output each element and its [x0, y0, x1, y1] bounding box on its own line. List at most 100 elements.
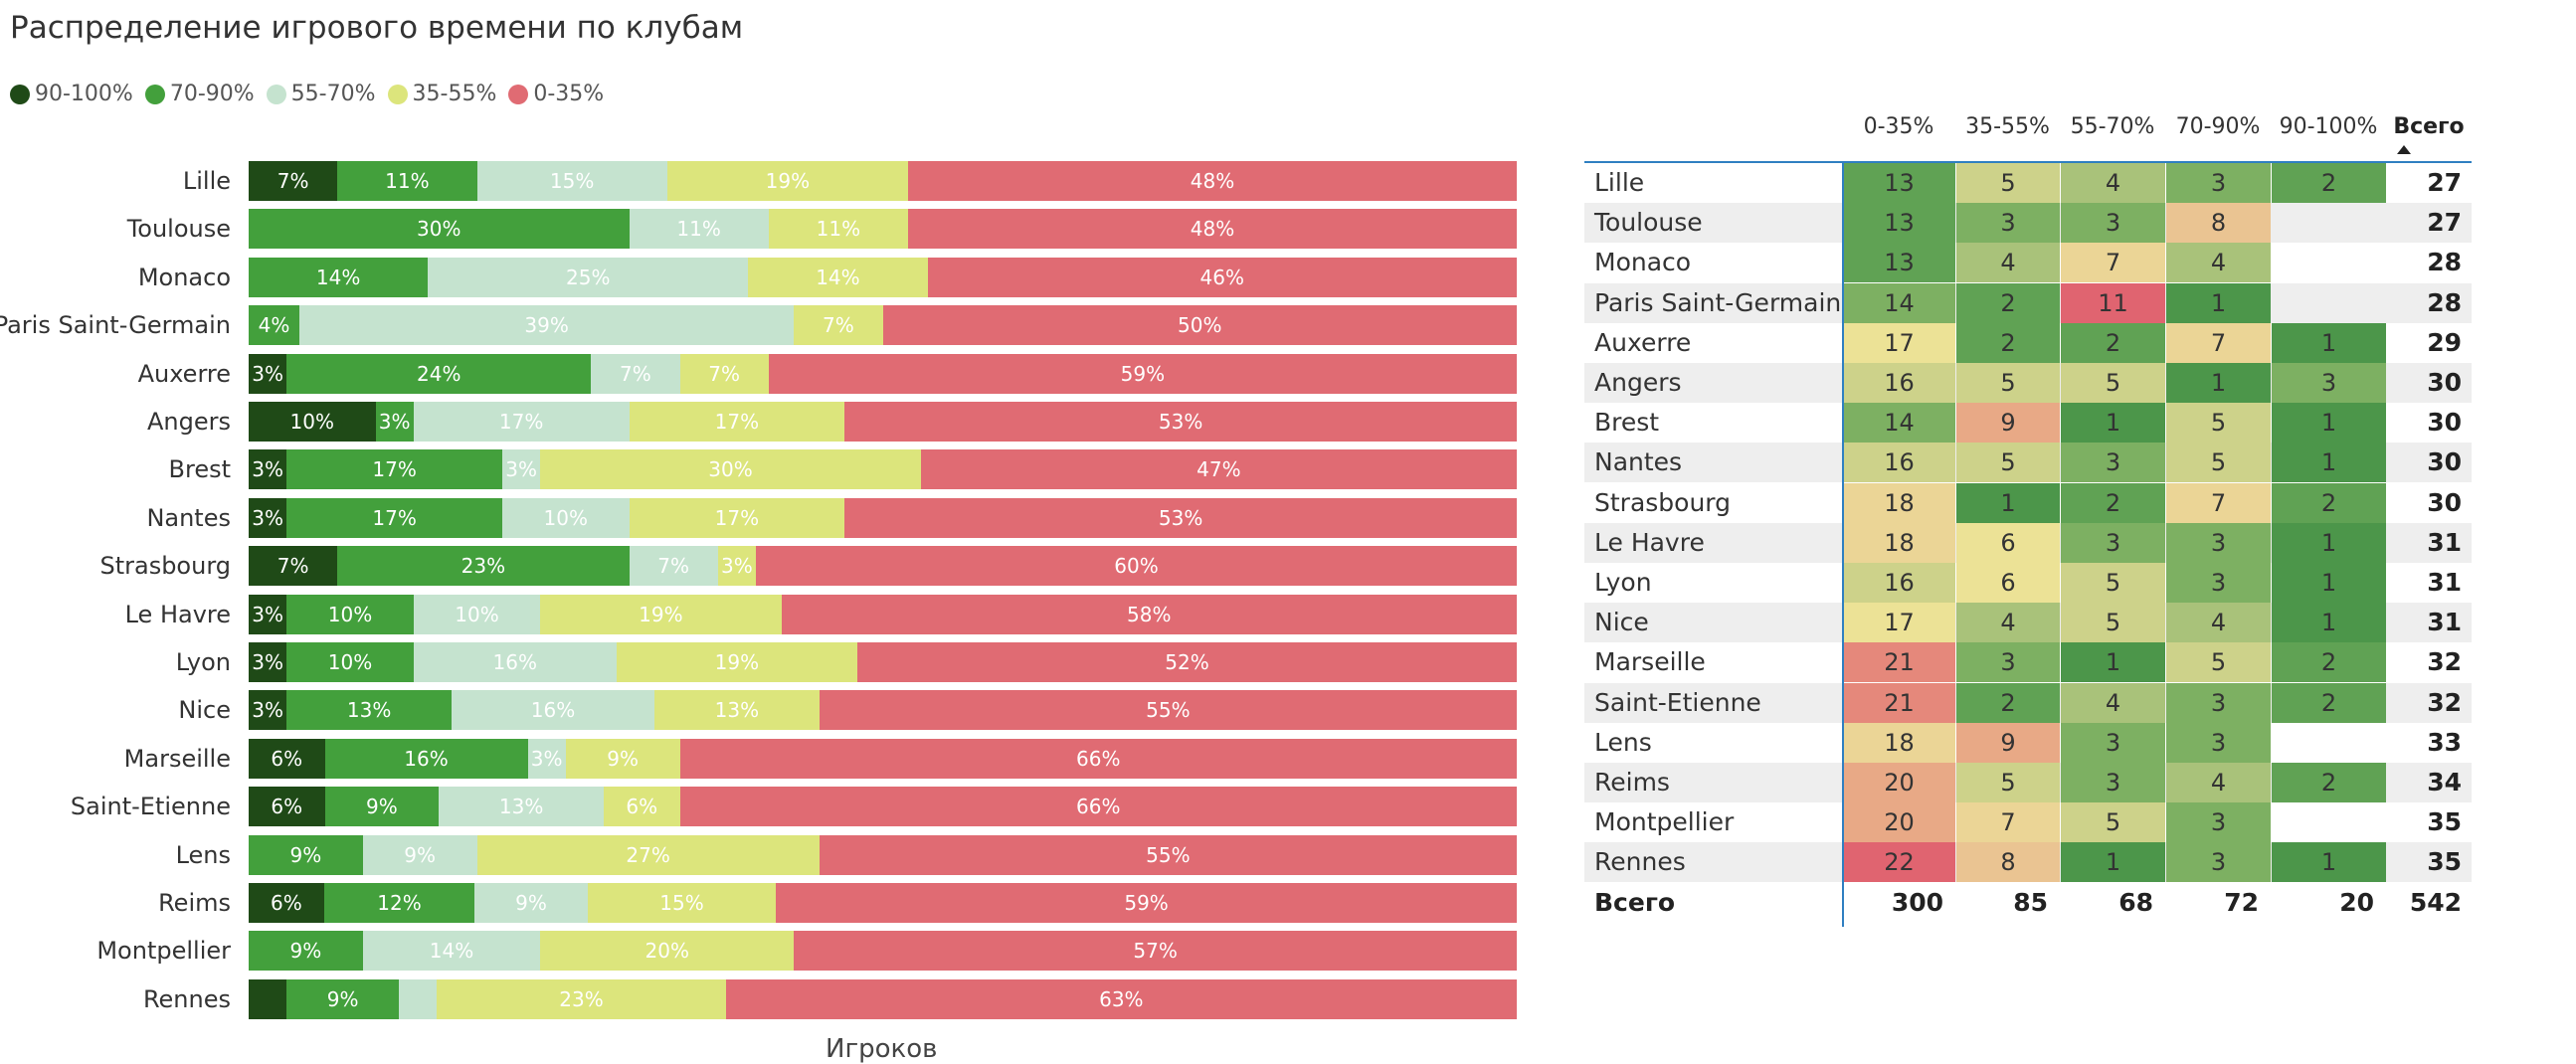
heatmap-cell[interactable]: 13: [1843, 203, 1955, 244]
bar-segment[interactable]: 13%: [286, 690, 452, 731]
bar-segment[interactable]: 14%: [362, 931, 541, 972]
heatmap-cell[interactable]: [2272, 243, 2386, 282]
bar-segment[interactable]: 17%: [629, 497, 845, 538]
legend-item[interactable]: 90-100%: [10, 82, 133, 106]
table-row[interactable]: Marseille 21 3 1 5 2 32: [1584, 642, 2472, 683]
bar-segment[interactable]: 7%: [249, 546, 338, 587]
heatmap-cell[interactable]: 16: [1843, 563, 1955, 603]
bar-segment[interactable]: 13%: [439, 787, 604, 827]
heatmap-cell[interactable]: 22: [1843, 842, 1955, 883]
bar-segment[interactable]: 9%: [324, 787, 440, 827]
column-header[interactable]: 70-90%: [2175, 114, 2261, 139]
heatmap-cell[interactable]: 6: [1956, 563, 2060, 603]
heatmap-cell[interactable]: 18: [1843, 722, 1955, 763]
table-row[interactable]: Saint-Etienne 21 2 4 3 2 32: [1584, 682, 2472, 723]
bar-segment[interactable]: 3%: [375, 402, 414, 442]
bar-segment[interactable]: 63%: [725, 978, 1517, 1019]
heatmap-cell[interactable]: 7: [2061, 243, 2165, 283]
bar-segment[interactable]: 13%: [654, 690, 820, 731]
table-row[interactable]: Nantes 16 5 3 5 1 30: [1584, 443, 2472, 483]
bar-segment[interactable]: 20%: [540, 931, 795, 972]
heatmap-cell[interactable]: 14: [1843, 282, 1955, 323]
bar-segment[interactable]: 11%: [337, 161, 477, 201]
heatmap-cell[interactable]: 3: [2061, 203, 2165, 244]
heatmap-cell[interactable]: 5: [2166, 403, 2271, 443]
bar-segment[interactable]: 30%: [249, 209, 630, 250]
bar-segment[interactable]: 3%: [249, 449, 287, 490]
bar-segment[interactable]: 27%: [476, 834, 820, 875]
legend-item[interactable]: 35-55%: [387, 82, 496, 106]
bar-segment[interactable]: 10%: [413, 594, 541, 634]
heatmap-cell[interactable]: 5: [2061, 563, 2165, 603]
bar-segment[interactable]: 16%: [324, 738, 528, 779]
heatmap-cell[interactable]: 3: [1956, 642, 2060, 683]
heatmap-cell[interactable]: 8: [2166, 203, 2271, 244]
heatmap-cell[interactable]: 3: [2166, 682, 2271, 723]
heatmap-cell[interactable]: 5: [1956, 363, 2060, 403]
bar-segment[interactable]: 10%: [286, 642, 414, 682]
heatmap-cell[interactable]: 5: [2061, 603, 2165, 643]
bar-segment[interactable]: 48%: [908, 209, 1517, 250]
bar-segment[interactable]: 17%: [413, 402, 630, 442]
heatmap-cell[interactable]: 3: [2166, 722, 2271, 763]
heatmap-cell[interactable]: 13: [1843, 243, 1955, 283]
table-row[interactable]: Lens 18 9 3 3 33: [1584, 722, 2472, 763]
bar-segment[interactable]: 58%: [781, 594, 1517, 634]
bar-segment[interactable]: 7%: [591, 353, 680, 394]
bar-segment[interactable]: 24%: [286, 353, 592, 394]
bar-segment[interactable]: 15%: [476, 161, 667, 201]
heatmap-cell[interactable]: 2: [2272, 682, 2386, 723]
bar-segment[interactable]: [399, 978, 438, 1019]
bar-segment[interactable]: 14%: [748, 257, 928, 297]
bar-segment[interactable]: 11%: [629, 209, 769, 250]
heatmap-cell[interactable]: 17: [1843, 322, 1955, 363]
bar-segment[interactable]: 52%: [857, 642, 1517, 682]
bar-segment[interactable]: 7%: [679, 353, 769, 394]
bar-segment[interactable]: 11%: [768, 209, 908, 250]
bar-segment[interactable]: 66%: [679, 738, 1517, 779]
bar-segment[interactable]: 3%: [249, 690, 287, 731]
heatmap-cell[interactable]: 7: [1956, 802, 2060, 843]
heatmap-cell[interactable]: 2: [2272, 642, 2386, 683]
bar-segment[interactable]: 19%: [616, 642, 857, 682]
heatmap-cell[interactable]: 5: [2061, 363, 2165, 403]
heatmap-cell[interactable]: 18: [1843, 482, 1955, 523]
heatmap-cell[interactable]: 3: [1956, 203, 2060, 244]
table-row[interactable]: Nice 17 4 5 4 1 31: [1584, 603, 2472, 643]
table-row[interactable]: Monaco 13 4 7 4 28: [1584, 243, 2472, 283]
heatmap-cell[interactable]: 16: [1843, 363, 1955, 403]
heatmap-cell[interactable]: 1: [2272, 403, 2386, 443]
bar-segment[interactable]: 47%: [920, 449, 1517, 490]
bar-segment[interactable]: 6%: [249, 738, 325, 779]
column-header[interactable]: 90-100%: [2279, 114, 2378, 139]
heatmap-cell[interactable]: 3: [2166, 802, 2271, 843]
bar-segment[interactable]: 16%: [452, 690, 654, 731]
heatmap-cell[interactable]: 21: [1843, 682, 1955, 723]
heatmap-cell[interactable]: 1: [2061, 642, 2165, 683]
bar-segment[interactable]: 3%: [249, 353, 287, 394]
table-row[interactable]: Lille 13 5 4 3 2 27: [1584, 163, 2472, 203]
bar-segment[interactable]: 57%: [794, 931, 1517, 972]
heatmap-cell[interactable]: 1: [2272, 842, 2386, 883]
table-row[interactable]: Reims 20 5 3 4 2 34: [1584, 763, 2472, 802]
heatmap-cell[interactable]: [2272, 283, 2386, 323]
bar-segment[interactable]: 3%: [249, 642, 287, 682]
heatmap-cell[interactable]: 11: [2061, 282, 2165, 323]
heatmap-cell[interactable]: 18: [1843, 522, 1955, 563]
heatmap-cell[interactable]: [2272, 203, 2386, 243]
bar-segment[interactable]: 16%: [413, 642, 617, 682]
bar-segment[interactable]: 4%: [249, 305, 299, 346]
bar-segment[interactable]: 23%: [337, 546, 630, 587]
heatmap-cell[interactable]: 2: [2272, 482, 2386, 523]
heatmap-cell[interactable]: 1: [2272, 563, 2386, 603]
table-row[interactable]: Rennes 22 8 1 3 1 35: [1584, 842, 2472, 883]
column-header[interactable]: Всего: [2393, 114, 2465, 139]
bar-segment[interactable]: 46%: [927, 257, 1517, 297]
heatmap-cell[interactable]: 1: [2272, 522, 2386, 563]
bar-segment[interactable]: 3%: [249, 594, 287, 634]
bar-segment[interactable]: 23%: [437, 978, 726, 1019]
heatmap-cell[interactable]: 2: [1956, 682, 2060, 723]
bar-segment[interactable]: 10%: [286, 594, 414, 634]
heatmap-cell[interactable]: 4: [2166, 603, 2271, 643]
heatmap-cell[interactable]: [2272, 802, 2386, 842]
